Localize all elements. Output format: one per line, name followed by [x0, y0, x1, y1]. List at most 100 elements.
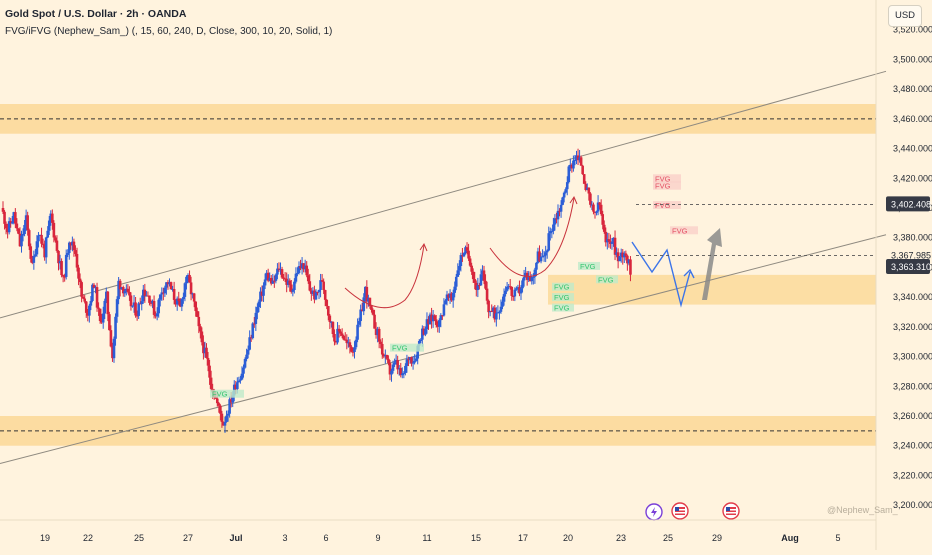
candle-body [589, 193, 592, 205]
candle-body [616, 252, 620, 262]
fvg-bull-label: FVG [212, 390, 228, 399]
candle-body [259, 291, 262, 302]
candle-body [402, 373, 406, 375]
fvg-bull-box [578, 261, 600, 270]
candle-body [411, 362, 415, 364]
candle-body [189, 282, 193, 295]
candle-body [510, 286, 514, 296]
candle-body [269, 278, 273, 284]
candle-body [101, 313, 105, 323]
candle-body [302, 263, 305, 270]
candle-body [3, 211, 6, 224]
candle-body [464, 247, 467, 254]
candle-body [536, 251, 540, 263]
candle-body [439, 315, 443, 321]
candle-body [396, 360, 399, 370]
fvg-bear-box [670, 226, 698, 235]
fvg-bull-box [390, 343, 424, 352]
candle-body [397, 368, 401, 370]
candle-body [20, 235, 23, 247]
candle-body [562, 192, 566, 198]
candle-body [29, 246, 33, 259]
candle-body [54, 237, 57, 241]
candle-body [442, 304, 446, 316]
candle-body [458, 266, 461, 271]
candle-body [552, 224, 555, 232]
candle-body [271, 280, 275, 284]
candle-body [447, 294, 450, 298]
candle-body [348, 342, 352, 347]
candle-body [109, 330, 113, 347]
candle-body [505, 286, 509, 291]
candle-body [77, 267, 80, 279]
candle-body [10, 222, 14, 224]
flag-stripe-white [675, 509, 685, 511]
candle-body [476, 285, 480, 290]
fvg-bull-box [596, 275, 618, 284]
candle-body [100, 321, 103, 323]
candle-body [339, 331, 342, 334]
candle-body [433, 315, 436, 320]
curve-arrow-2-head [569, 195, 578, 205]
watermark: @Nephew_Sam_ [827, 505, 898, 515]
fvg-bear-label: FVG [655, 182, 671, 191]
fvg-bull-box [552, 303, 574, 312]
bolt-shape [651, 507, 657, 517]
candle-body [293, 281, 296, 291]
candle-body [362, 297, 366, 312]
candle-body [314, 291, 318, 300]
price-tick-label: 3,480.000 [893, 84, 932, 94]
candle-body [115, 299, 119, 317]
candle-body [294, 273, 298, 282]
candle-body [6, 228, 9, 233]
currency-button[interactable]: USD [888, 5, 922, 27]
candle-body [323, 290, 327, 300]
candle-body [498, 311, 501, 313]
candle-body [384, 355, 387, 357]
candle-body [131, 305, 134, 307]
candle-body [532, 276, 535, 278]
candle-body [231, 395, 235, 403]
candle-body [413, 360, 416, 363]
indicator-label[interactable]: FVG/iFVG (Nephew_Sam_) (, 15, 60, 240, D… [5, 26, 333, 37]
candle-body [326, 306, 330, 316]
candle-body [444, 300, 447, 305]
candle-body [37, 235, 40, 242]
candle-body [357, 321, 361, 325]
candle-body [377, 328, 381, 342]
candle-body [414, 358, 418, 361]
candle-body [410, 357, 413, 364]
candle-body [511, 295, 515, 297]
time-tick-label: 3 [282, 533, 287, 543]
candle-body [177, 298, 181, 301]
candle-body [103, 300, 107, 314]
candle-body [83, 298, 87, 302]
candle-body [98, 308, 102, 322]
candle-body [47, 220, 51, 231]
candle-body [183, 283, 187, 297]
price-tick-label: 3,300.000 [893, 352, 932, 362]
candle-body [191, 293, 194, 295]
candle-body [111, 346, 114, 359]
candle-body [587, 187, 591, 194]
time-tick-label: 17 [518, 533, 528, 543]
fvg-bear-label: FVG [655, 201, 671, 210]
candle-body [515, 288, 518, 290]
candle-body [353, 347, 356, 352]
candle-body [266, 272, 270, 281]
candle-body [407, 359, 410, 361]
candle-body [370, 306, 373, 310]
candle-body [155, 313, 159, 317]
candle-body [598, 202, 601, 205]
candle-body [590, 204, 594, 206]
candle-body [479, 274, 483, 286]
candle-body [245, 354, 248, 359]
price-tick-label: 3,340.000 [893, 292, 932, 302]
candle-body [530, 277, 534, 282]
candle-body [69, 242, 73, 246]
candle-body [467, 250, 470, 259]
candle-body [285, 278, 288, 285]
candle-body [256, 307, 259, 313]
